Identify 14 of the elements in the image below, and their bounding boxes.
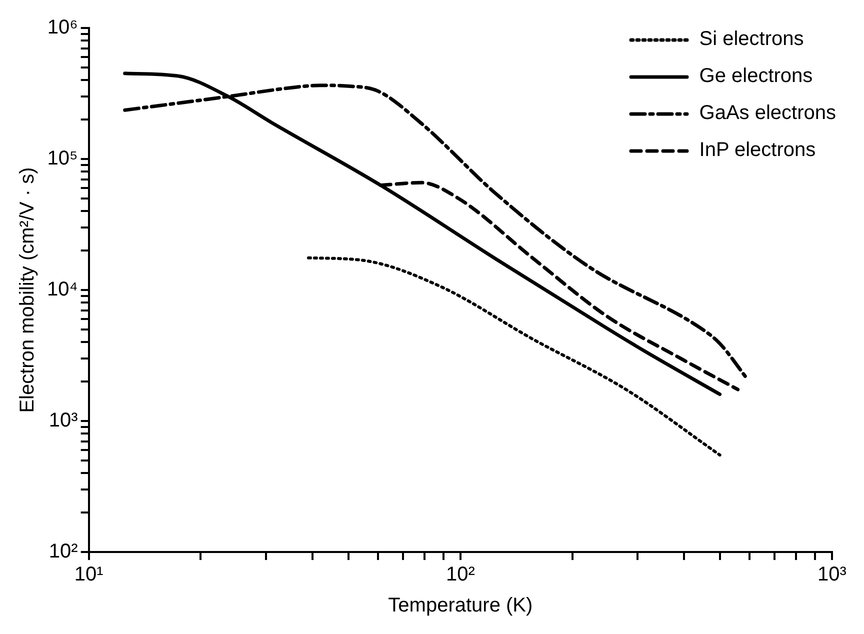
x-tick-label: 10³ bbox=[818, 564, 847, 586]
x-axis-title: Temperature (K) bbox=[388, 594, 533, 617]
legend-label: Ge electrons bbox=[699, 65, 813, 88]
y-tick-label: 10⁶ bbox=[47, 16, 78, 39]
y-tick-label: 10² bbox=[48, 540, 78, 563]
y-tick-label: 10³ bbox=[48, 410, 78, 432]
y-tick-label: 10⁴ bbox=[46, 278, 78, 301]
legend-label: InP electrons bbox=[699, 139, 816, 162]
legend-label: GaAs electrons bbox=[699, 102, 836, 125]
y-axis-title: Electron mobility (cm²/V · s) bbox=[16, 167, 39, 413]
legend-label: Si electrons bbox=[699, 28, 804, 51]
x-tick-label: 10² bbox=[446, 564, 476, 586]
x-tick-label: 10¹ bbox=[74, 564, 104, 586]
y-tick-label: 10⁵ bbox=[47, 148, 78, 170]
